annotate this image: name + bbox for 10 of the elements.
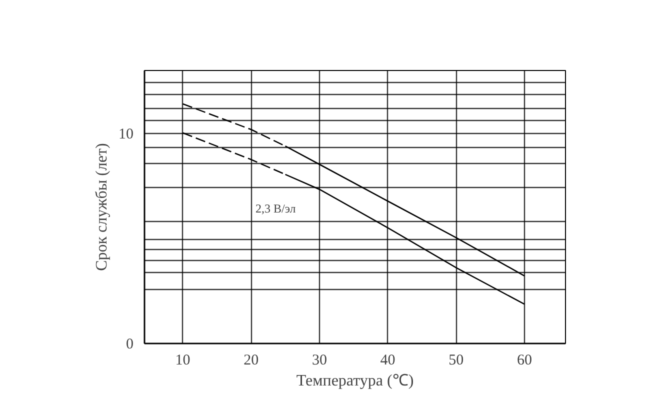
annotation: 2,3 В/эл [256,202,296,216]
y-axis-title: Срок службы (лет) [94,143,110,271]
x-tick-label: 10 [175,352,190,368]
x-tick-label: 40 [380,352,396,368]
x-tick-label: 20 [244,352,259,368]
x-tick-label: 60 [516,352,532,368]
y-tick-label: 0 [126,336,134,352]
x-axis-title: Температура (℃) [296,372,414,390]
x-tick-label: 50 [448,352,464,368]
x-tick-label: 30 [312,352,327,368]
